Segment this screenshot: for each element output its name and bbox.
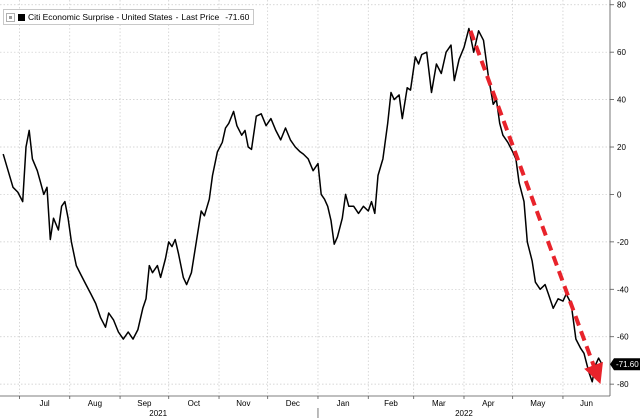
x-tick-label: Aug — [88, 399, 102, 408]
legend-series-name: Citi Economic Surprise - United States — [28, 12, 173, 22]
y-tick-label: -80 — [617, 380, 629, 389]
y-tick-label: 80 — [617, 1, 626, 10]
y-tick-label: -20 — [617, 238, 629, 247]
legend-toggle-icon[interactable] — [6, 12, 15, 22]
x-tick-label: Sep — [137, 399, 152, 408]
x-year-label: 2021 — [149, 409, 167, 418]
x-tick-label: Jan — [337, 399, 350, 408]
chart-legend[interactable]: Citi Economic Surprise - United States -… — [3, 9, 255, 25]
y-tick-label: 40 — [617, 96, 626, 105]
series-lines — [2, 27, 603, 383]
x-tick-label: Dec — [286, 399, 300, 408]
trend-arrow-line — [468, 30, 603, 385]
gridlines — [0, 0, 610, 396]
legend-swatch — [18, 13, 25, 21]
y-tick-label: -40 — [617, 285, 629, 294]
x-year-label: 2022 — [455, 409, 473, 418]
trend-arrow — [468, 30, 603, 385]
x-tick-label: May — [530, 399, 545, 408]
x-tick-label: Jul — [39, 399, 49, 408]
x-tick-label: Apr — [482, 399, 495, 408]
x-tick-label: Feb — [384, 399, 398, 408]
y-tick-label: 60 — [617, 48, 626, 57]
value-labels: -71.60 — [610, 358, 640, 371]
x-tick-label: Nov — [236, 399, 250, 408]
y-tick-label: 20 — [617, 143, 626, 152]
x-tick-label: Jun — [580, 399, 593, 408]
x-tick-label: Oct — [188, 399, 201, 408]
series-line — [2, 27, 603, 383]
y-tick-label: 0 — [617, 190, 622, 199]
last-value-tag — [610, 358, 640, 371]
legend-separator: - — [175, 12, 179, 22]
legend-price-label: Last Price — [181, 12, 220, 22]
last-value-label: -71.60 — [616, 360, 639, 369]
y-tick-label: -60 — [617, 333, 629, 342]
legend-price-value: -71.60 — [225, 12, 250, 22]
x-tick-label: Mar — [432, 399, 446, 408]
